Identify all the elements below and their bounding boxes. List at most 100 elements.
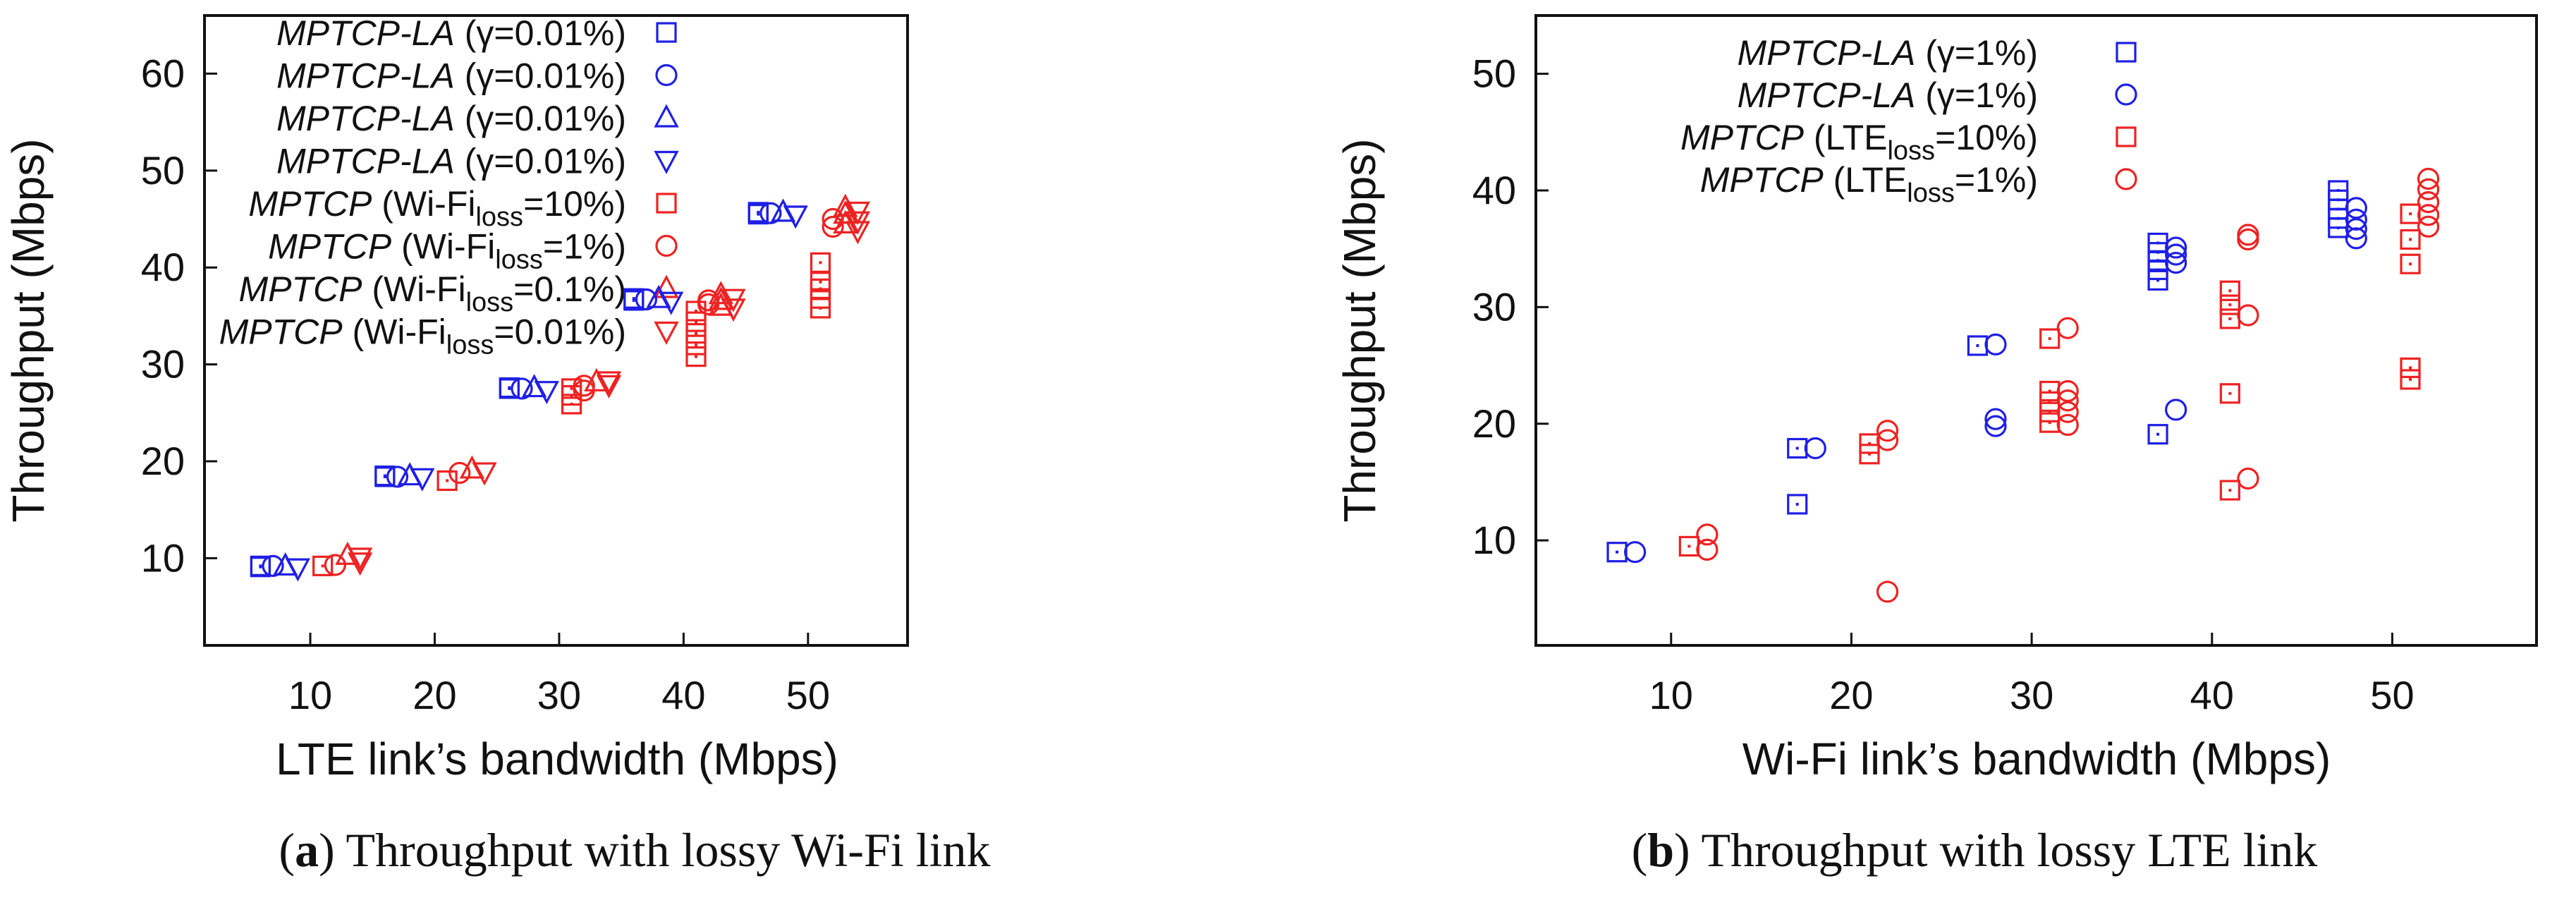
chart-b-legend: MPTCP-LA (γ=1%)MPTCP-LA (γ=1%)MPTCP (LTE… [1680, 33, 2137, 208]
chart-a-data-point [472, 462, 497, 486]
chart-a-data-point-dot [321, 564, 324, 568]
chart-a-data-point [386, 466, 409, 488]
chart-b-data-point [2219, 280, 2240, 301]
chart-b-data-point [1624, 541, 1647, 564]
chart-a-x-tick-label: 10 [288, 673, 332, 717]
chart-b-data-point [2237, 224, 2259, 246]
chart-b-data-point [2417, 215, 2440, 238]
chart-b-data-point [2237, 228, 2259, 251]
chart-b-data-point [2237, 467, 2259, 490]
chart-a-data-point [845, 211, 871, 235]
chart-b-data-point [2417, 204, 2440, 226]
chart-b-data-point-dot [2228, 317, 2232, 320]
chart-b-series-1 [1606, 180, 2349, 563]
chart-b-data-point [2400, 253, 2421, 274]
chart-b-data-point [1876, 580, 1899, 603]
chart-a-data-point-dot [695, 332, 698, 335]
chart-b-data-point-dot [1868, 442, 1871, 445]
caption-b: (b) Throughput with lossy LTE link [1631, 823, 2318, 877]
caption-a: (a) Throughput with lossy Wi-Fi link [279, 823, 991, 877]
chart-a-x-tick-label: 20 [413, 673, 456, 717]
chart-b-legend-marker [2116, 126, 2137, 147]
chart-b-data-point-dot [2228, 391, 2232, 395]
chart-b-data-point [1787, 494, 1808, 515]
chart-a-data-point-dot [695, 320, 698, 324]
caption-b-letter: b [1647, 823, 1675, 877]
chart-b-data-point-dot [1868, 452, 1871, 456]
chart-a-data-point [324, 554, 346, 576]
chart-b-legend-marker [2115, 168, 2137, 190]
chart-a-data-point [410, 468, 435, 492]
chart-a-data-point [374, 465, 396, 487]
chart-b-data-point [2400, 229, 2421, 250]
chart-a-x-tick-label: 30 [537, 673, 581, 717]
chart-b-data-point [2219, 383, 2240, 404]
chart-a-data-point [685, 334, 707, 355]
chart-a-data-point [747, 202, 769, 223]
chart-a-data-point [561, 378, 582, 399]
chart-a-data-point-dot [695, 310, 698, 313]
chart-b-data-point [2219, 480, 2240, 501]
chart-a-data-point [659, 291, 684, 315]
chart-b-data-point [2165, 243, 2187, 266]
chart-a-data-point [685, 300, 707, 322]
chart-b-data-point-dot [2228, 289, 2232, 293]
chart-b-data-point [1876, 420, 1899, 442]
chart-a-series-8 [347, 201, 871, 576]
chart-b-data-point [2147, 424, 2168, 445]
chart-b-data-point-dot [2409, 262, 2412, 266]
chart-b-x-tick-label: 30 [2010, 673, 2053, 717]
chart-a-data-point-dot [632, 298, 635, 302]
chart-b-y-tick-label: 20 [1472, 401, 1516, 446]
chart-b-y-axis-label: Throughput (Mbps) [1334, 138, 1385, 522]
chart-a-legend-marker [654, 321, 679, 345]
chart-a-data-point-dot [570, 387, 573, 390]
chart-a-data-point [573, 375, 595, 397]
chart-a-legend-label: MPTCP-LA (γ=0.01%) [276, 142, 626, 181]
chart-a-data-point [623, 288, 645, 309]
chart-a-legend-label: MPTCP (Wi-Filoss=0.01%) [219, 312, 626, 360]
chart-a-data-point [596, 371, 622, 395]
chart-b-data-point [2237, 304, 2259, 327]
chart-a-data-point-dot [757, 212, 760, 216]
chart-a-data-point [845, 201, 871, 225]
chart-b-data-point [1984, 415, 2007, 437]
chart-b-data-point [1804, 437, 1826, 460]
chart-b-data-point-dot [2048, 337, 2051, 341]
chart-b-data-point [2328, 180, 2349, 201]
chart-a-y-tick-label: 30 [141, 342, 185, 387]
chart-b-data-point-dot [2156, 279, 2160, 282]
chart-b-data-point [2056, 379, 2079, 403]
chart-a-legend-marker [656, 22, 677, 43]
chart-b-data-point-dot [1616, 550, 1619, 554]
chart-a-legend-marker [655, 234, 678, 257]
chart-a-data-point-dot [695, 343, 698, 347]
chart-a-series-6 [324, 207, 844, 576]
chart-b-data-point [2219, 294, 2240, 315]
chart-a-data-point-dot [508, 386, 511, 389]
chart-b-data-point [2056, 317, 2079, 339]
chart-b-y-tick-label: 30 [1472, 284, 1516, 329]
chart-a-data-point [596, 375, 622, 399]
chart-a-data-point [285, 558, 311, 582]
chart-a-legend-label: MPTCP (Wi-Filoss=1%) [268, 227, 626, 275]
chart-b-data-point-dot [2228, 303, 2232, 307]
chart-b-legend-label: MPTCP-LA (γ=1%) [1738, 33, 2038, 73]
chart-a-data-point-dot [819, 280, 822, 284]
chart-a-data-point-dot [695, 355, 698, 358]
chart-b-data-point [2400, 369, 2421, 390]
chart-b-data-point [2056, 401, 2079, 423]
chart-a-legend-label: MPTCP-LA (γ=0.01%) [276, 99, 626, 138]
chart-a-data-point [810, 252, 831, 273]
chart-a-data-point [347, 547, 373, 571]
chart-a-data-point [783, 205, 808, 229]
chart-a-data-point-dot [383, 474, 386, 478]
chart-b-data-point [2417, 178, 2440, 201]
chart-a-data-point-dot [757, 210, 760, 214]
chart-a-x-tick-label: 40 [661, 673, 705, 717]
chart-a-data-point [499, 377, 520, 399]
chart-b-legend-label: MPTCP (LTEloss=10%) [1680, 118, 2038, 166]
chart-b-data-point [1876, 429, 1899, 451]
chart-b-data-point [2417, 167, 2440, 190]
chart-a-legend: MPTCP-LA (γ=0.01%) MPTCP-LA (γ=0.01%) MPTC… [219, 13, 679, 360]
